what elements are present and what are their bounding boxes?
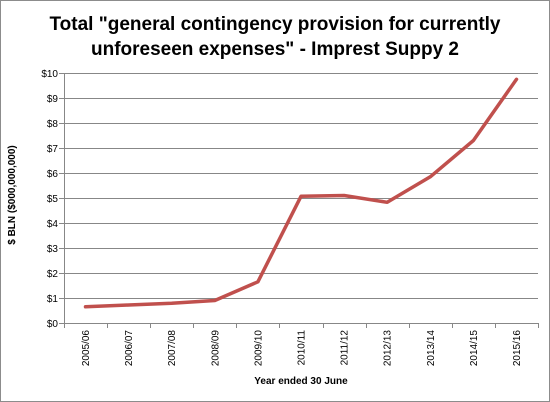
chart-title: Total "general contingency provision for… [20, 12, 530, 62]
x-tick-label: 2011/12 [340, 330, 351, 366]
x-tick-label: 2009/10 [253, 330, 264, 367]
y-tick-label: $3 [47, 244, 59, 255]
y-tick-label: $8 [47, 119, 59, 130]
y-tick-label: $4 [47, 219, 59, 230]
x-tick-label: 2005/06 [81, 330, 92, 367]
series-line [83, 77, 519, 309]
y-tick-label: $5 [47, 194, 59, 205]
x-tick-label: 2015/16 [512, 330, 523, 367]
x-axis-label: Year ended 30 June [254, 376, 348, 387]
x-tick-label: 2007/08 [167, 330, 178, 367]
y-tick-label: $9 [47, 94, 59, 105]
x-tick-label: 2006/07 [124, 330, 135, 367]
x-tick-label: 2013/14 [426, 330, 437, 367]
chart-title-line-2: unforeseen expenses" - Imprest Suppy 2 [90, 39, 459, 60]
x-tick-label: 2008/09 [210, 330, 221, 367]
y-tick-label: $0 [47, 319, 59, 330]
y-tick-label: $1 [47, 294, 59, 305]
x-tick-label: 2014/15 [469, 330, 480, 367]
y-tick-label: $7 [47, 144, 59, 155]
x-tick-label: 2012/13 [383, 330, 394, 367]
x-tick-label: 2010/11 [297, 330, 308, 366]
y-tick-label: $10 [41, 69, 58, 80]
y-tick-label: $6 [47, 169, 59, 180]
chart-title-line-1: Total "general contingency provision for… [49, 14, 501, 35]
y-tick-label: $2 [47, 269, 59, 280]
